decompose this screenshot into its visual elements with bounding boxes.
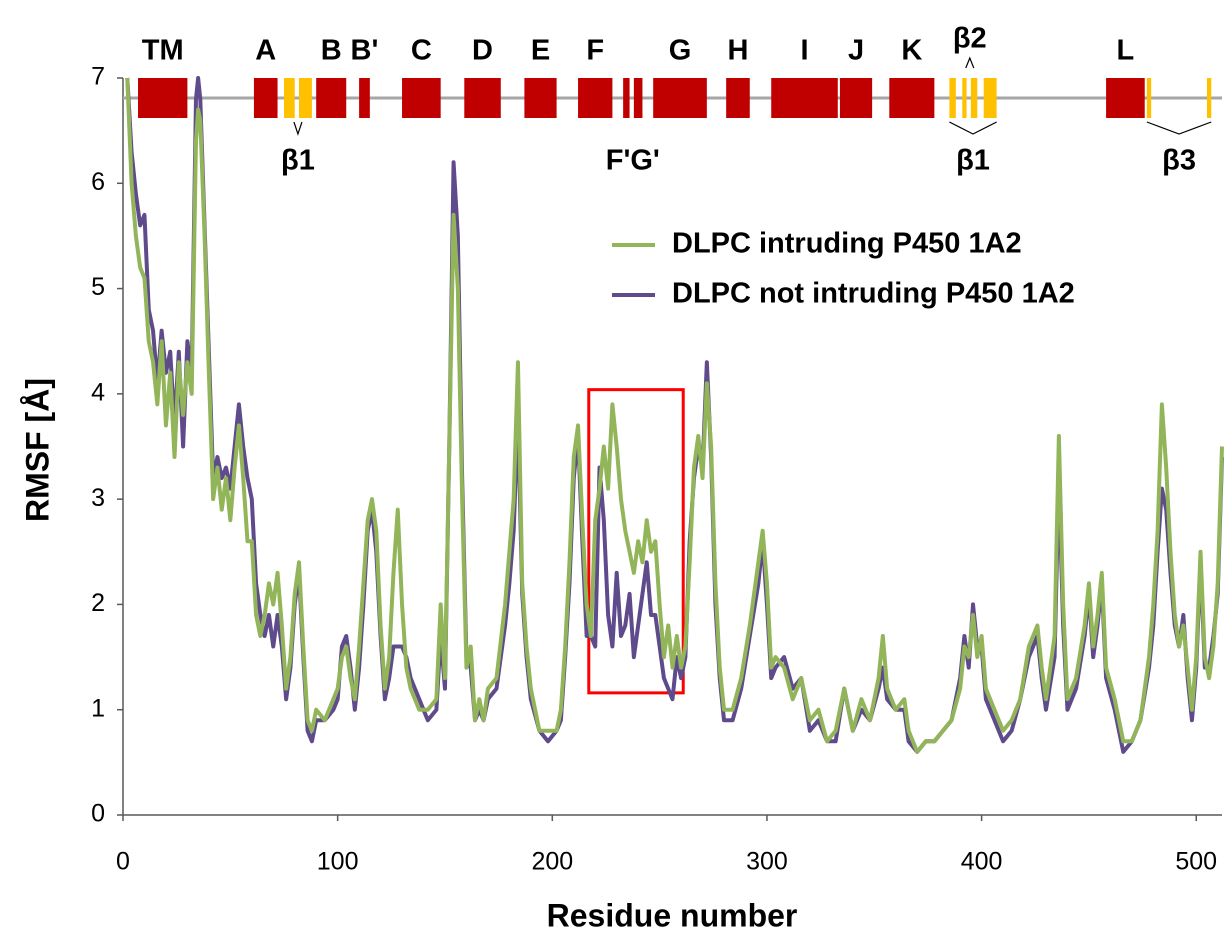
helix — [623, 78, 630, 118]
y-tick-label: 6 — [91, 168, 105, 196]
strand-label: β1 — [281, 145, 315, 177]
x-tick-label: 100 — [317, 848, 359, 876]
strand-brace — [1146, 121, 1212, 135]
helix-label: F — [586, 35, 604, 67]
helix-label: K — [901, 35, 922, 67]
x-axis-label: Residue number — [547, 897, 798, 933]
x-tick-label: 0 — [116, 848, 130, 876]
helix — [578, 78, 613, 118]
helix — [359, 78, 370, 118]
strand-label: F'G' — [606, 145, 660, 177]
y-axis-label: RMSF [Å] — [19, 378, 55, 522]
strand — [949, 78, 956, 118]
helix-label: D — [472, 35, 493, 67]
strand-brace — [965, 56, 975, 69]
x-tick-label: 400 — [961, 848, 1003, 876]
x-tick-label: 300 — [746, 848, 788, 876]
helix-label: L — [1117, 35, 1135, 67]
y-tick-label: 5 — [91, 273, 105, 301]
highlight-box — [587, 388, 685, 695]
helix-label: B — [321, 35, 342, 67]
helix — [316, 78, 347, 118]
legend-label: DLPC not intruding P450 1A2 — [672, 278, 1075, 310]
helix-label: C — [411, 35, 432, 67]
helix — [1106, 78, 1145, 118]
strand — [1206, 78, 1212, 118]
strand — [299, 78, 312, 118]
y-tick-label: 3 — [91, 484, 105, 512]
helix-label: E — [531, 35, 550, 67]
helix-label: TM — [142, 35, 184, 67]
helix — [633, 78, 643, 118]
helix-label: H — [727, 35, 748, 67]
strand-label: β1 — [956, 145, 990, 177]
legend-label: DLPC intruding P450 1A2 — [672, 228, 1022, 260]
helix — [402, 78, 441, 118]
y-tick-label: 2 — [91, 589, 105, 617]
helix — [889, 78, 935, 118]
strand-brace — [949, 121, 997, 135]
strand-label: β2 — [953, 23, 987, 55]
helix — [726, 78, 750, 118]
y-tick-label: 1 — [91, 694, 105, 722]
strand — [983, 78, 997, 118]
helix-label: I — [800, 35, 808, 67]
series-line — [125, 77, 1224, 754]
strand — [970, 78, 978, 118]
helix — [253, 78, 278, 118]
helix — [771, 78, 838, 118]
helix-label: A — [255, 35, 276, 67]
strand-brace — [293, 121, 303, 136]
helix-label: B' — [351, 35, 379, 67]
y-tick-label: 4 — [91, 378, 105, 406]
x-tick-label: 200 — [531, 848, 573, 876]
helix — [524, 78, 557, 118]
y-tick-label: 7 — [91, 63, 105, 91]
strand-label: β3 — [1162, 145, 1196, 177]
x-tick-label: 500 — [1175, 848, 1217, 876]
strand — [283, 78, 295, 118]
strand — [962, 78, 967, 118]
helix — [464, 78, 501, 118]
helix — [839, 78, 873, 118]
helix-label: G — [669, 35, 692, 67]
helix-label: J — [848, 35, 864, 67]
y-tick-label: 0 — [91, 800, 105, 828]
helix — [138, 78, 188, 118]
helix — [653, 78, 707, 118]
strand — [1146, 78, 1152, 118]
